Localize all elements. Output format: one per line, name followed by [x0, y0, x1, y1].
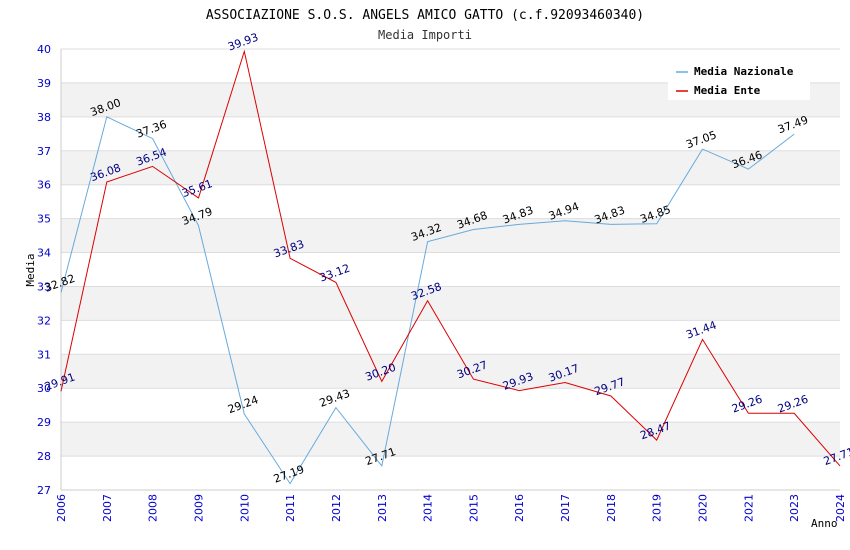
grid-band: [61, 354, 840, 389]
grid-band: [61, 388, 840, 423]
grid-band: [61, 320, 840, 355]
chart-title: ASSOCIAZIONE S.O.S. ANGELS AMICO GATTO (…: [206, 8, 644, 23]
x-tick-label: 2009: [192, 494, 205, 522]
x-tick-label: 2012: [330, 494, 343, 522]
x-tick-label: 2024: [834, 494, 847, 522]
x-tick-label: 2019: [651, 494, 664, 522]
x-tick-label: 2018: [605, 494, 618, 522]
y-tick-label: 32: [37, 314, 51, 327]
y-tick-label: 37: [37, 145, 51, 158]
y-tick-label: 38: [37, 111, 51, 124]
grid-band: [61, 422, 840, 457]
legend: Media Nazionale Media Ente: [668, 58, 810, 100]
x-tick-label: 2011: [284, 494, 297, 522]
x-tick-label: 2021: [742, 494, 755, 522]
chart-subtitle: Media Importi: [378, 28, 472, 42]
y-tick-label: 30: [37, 382, 51, 395]
x-axis-ticks: 2006 2007 2008 2009 2010 2011 2012 2013 2014 2015…: [55, 494, 847, 522]
y-tick-label: 40: [37, 43, 51, 56]
x-tick-label: 2014: [422, 494, 435, 522]
y-tick-label: 34: [37, 247, 51, 260]
x-tick-label: 2010: [238, 494, 251, 522]
y-tick-label: 31: [37, 348, 51, 361]
grid-band: [61, 286, 840, 321]
y-tick-label: 35: [37, 213, 51, 226]
grid-band: [61, 116, 840, 151]
grid-band: [61, 252, 840, 287]
y-tick-label: 29: [37, 416, 51, 429]
series-lines: [60, 49, 841, 485]
series-line-media-ente: [60, 49, 841, 467]
y-axis-label: Media: [24, 253, 37, 286]
legend-label-media-nazionale: Media Nazionale: [694, 65, 794, 78]
y-axis-ticks: 27 28 29 30 31 32 33 34 35 36 37 38 39 40: [37, 43, 51, 497]
y-tick-label: 33: [37, 280, 51, 293]
legend-box: [668, 58, 810, 100]
x-tick-label: 2015: [467, 494, 480, 522]
x-tick-label: 2023: [788, 494, 801, 522]
x-tick-label: 2020: [697, 494, 710, 522]
y-tick-label: 36: [37, 179, 51, 192]
x-tick-label: 2016: [513, 494, 526, 522]
series-line-media-nazionale: [60, 116, 795, 485]
y-tick-label: 28: [37, 450, 51, 463]
x-tick-label: 2006: [55, 494, 68, 522]
x-tick-label: 2013: [376, 494, 389, 522]
y-tick-label: 27: [37, 484, 51, 497]
x-tick-label: 2007: [101, 494, 114, 522]
grid-band: [61, 184, 840, 219]
grid-band: [61, 456, 840, 490]
grid-bands: [61, 48, 840, 491]
grid-band: [61, 150, 840, 185]
x-axis-label: Anno: [811, 517, 838, 530]
x-tick-label: 2017: [559, 494, 572, 522]
legend-label-media-ente: Media Ente: [694, 84, 761, 97]
y-tick-label: 39: [37, 77, 51, 90]
x-tick-label: 2008: [147, 494, 160, 522]
